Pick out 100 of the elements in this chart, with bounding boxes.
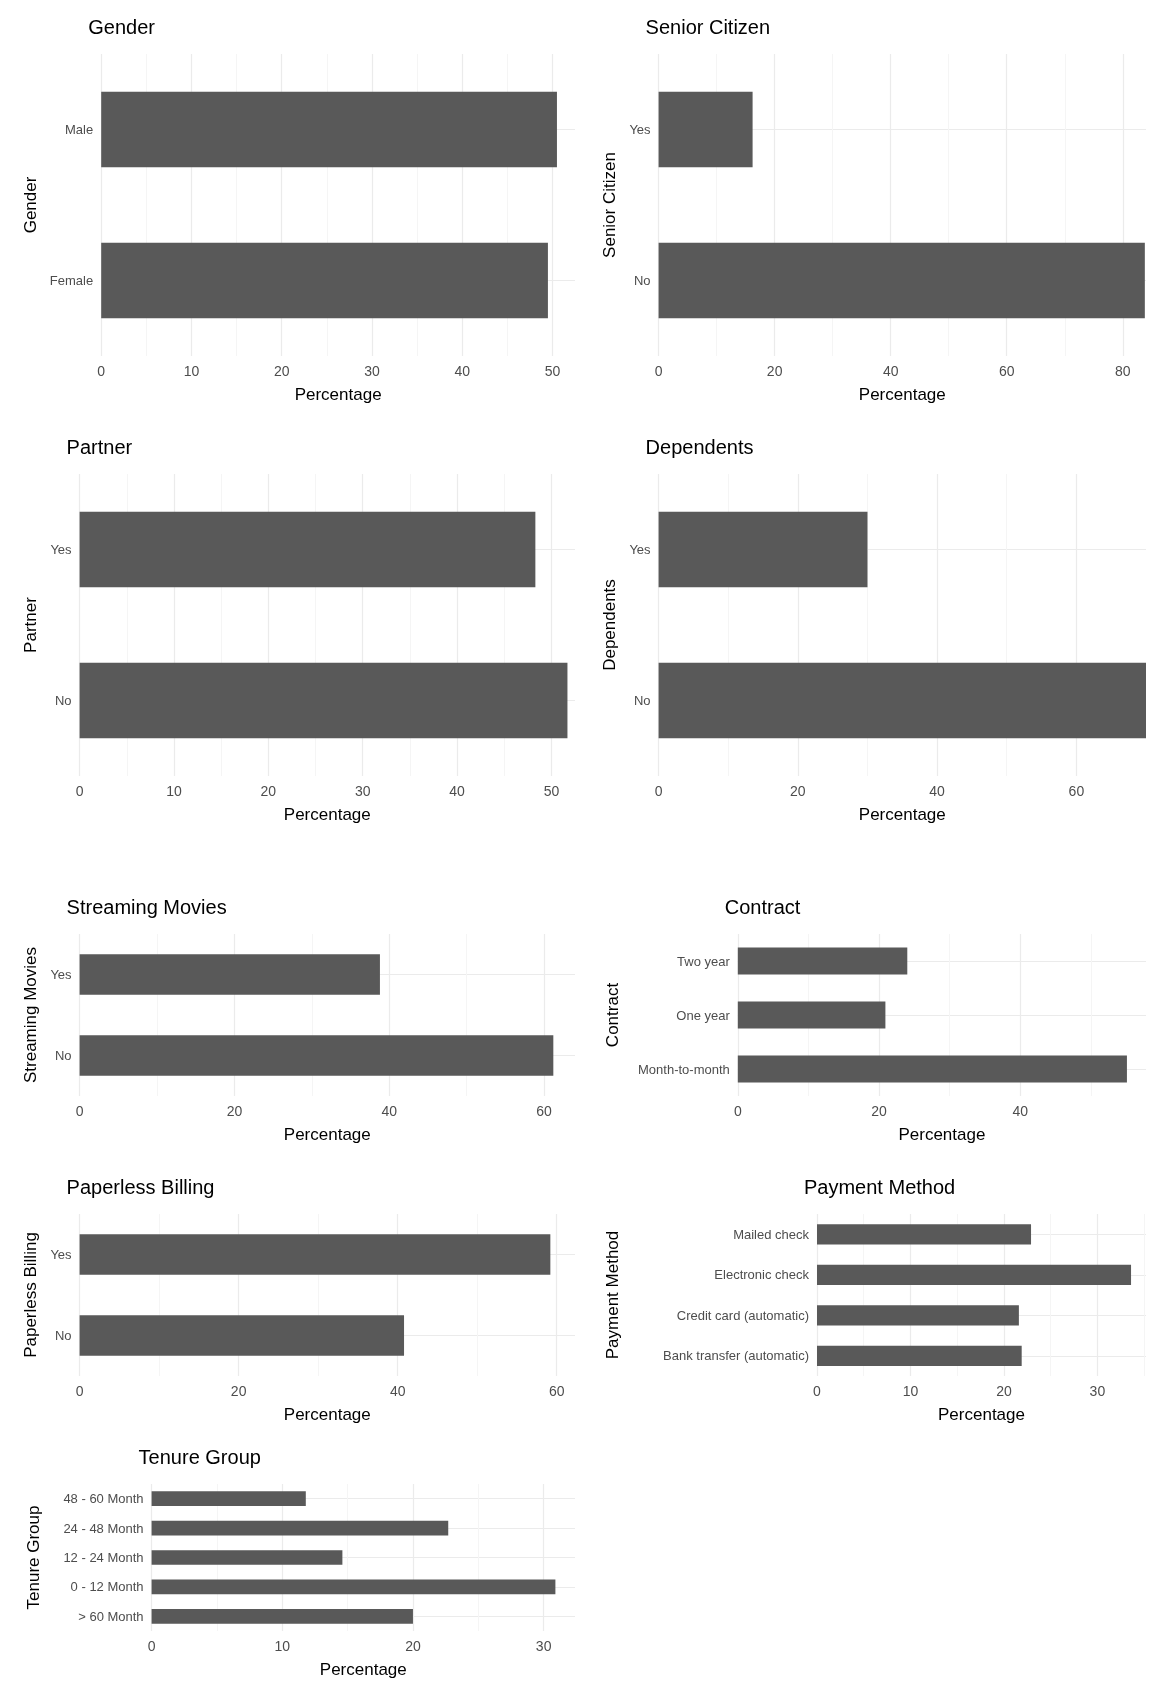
y-tick-label: Credit card (automatic) [676,1307,809,1323]
y-tick-label: Yes [629,122,652,137]
y-tick-label: Two year [677,953,731,969]
y-axis-title: Contract [603,982,622,1048]
y-tick-label: Yes [50,1247,73,1262]
bar [737,1055,1127,1083]
y-tick-label: Electronic check [714,1267,810,1283]
y-tick-label: No [54,1048,72,1063]
x-tick-label: 0 [654,783,663,799]
y-tick-label: Yes [629,542,652,557]
bar [151,1550,343,1565]
x-tick-label: 20 [230,1383,247,1399]
bar [151,1608,413,1624]
x-tick-label: 40 [389,1383,406,1399]
x-tick-label: 60 [548,1383,565,1399]
chart-title: Payment Method [804,1176,956,1198]
x-tick-label: 40 [882,363,899,379]
x-tick-label: 0 [813,1383,822,1399]
x-tick-label: 30 [364,363,380,379]
x-tick-label: 20 [790,783,806,799]
x-tick-label: 0 [733,1103,742,1119]
y-axis-title: Payment Method [603,1230,622,1360]
x-tick-label: 40 [929,783,946,799]
x-axis-title: Percentage [294,385,382,404]
y-axis-title: Tenure Group [24,1505,43,1610]
x-tick-label: 0 [75,783,84,799]
x-axis-title: Percentage [938,1405,1025,1424]
x-tick-label: 50 [543,783,560,799]
y-tick-label: Mailed check [733,1226,810,1242]
y-tick-label: 0 - 12 Month [70,1579,144,1595]
y-tick-label: No [633,273,651,288]
y-tick-label: Yes [50,967,73,982]
x-tick-label: 20 [260,783,277,799]
x-axis-title: Percentage [319,1660,407,1679]
x-tick-label: 20 [226,1103,243,1119]
y-tick-label: 12 - 24 Month [63,1550,144,1565]
x-tick-label: 0 [75,1383,84,1399]
y-tick-label: 48 - 60 Month [63,1491,144,1507]
y-tick-label: No [54,693,72,708]
y-axis-title: Gender [20,176,40,234]
x-tick-label: 0 [75,1103,84,1119]
x-axis-title: Percentage [283,805,371,824]
y-axis-title: Senior Citizen [600,152,620,258]
x-tick-label: 60 [998,363,1015,379]
x-tick-label: 50 [544,363,561,379]
x-axis-title: Percentage [858,805,946,824]
y-axis-title: Partner [21,596,41,653]
chart-title: Streaming Movies [66,896,227,918]
chart-title: Tenure Group [138,1446,261,1468]
x-axis-title: Percentage [858,385,946,404]
y-axis-title: Dependents [600,579,620,671]
x-tick-label: 10 [183,363,200,379]
x-tick-label: 30 [1089,1383,1106,1399]
chart-title: Dependents [645,436,754,458]
y-tick-label: Bank transfer (automatic) [663,1348,809,1364]
x-tick-label: 0 [147,1638,156,1654]
x-tick-label: 40 [449,783,466,799]
x-axis-title: Percentage [898,1125,986,1144]
x-tick-label: 30 [535,1638,552,1654]
y-tick-label: Male [65,122,94,137]
chart-title: Senior Citizen [645,16,771,38]
chart-title: Contract [724,896,801,918]
bar [151,1491,306,1507]
y-axis-title: Streaming Movies [21,946,41,1084]
x-tick-label: 80 [1115,363,1131,379]
chart-title: Partner [66,436,133,458]
x-tick-label: 0 [97,363,106,379]
x-tick-label: 40 [381,1103,398,1119]
bar [737,1001,886,1029]
x-tick-label: 60 [1068,783,1085,799]
bar [151,1579,556,1595]
bar [817,1345,1022,1366]
y-tick-label: No [54,1328,72,1343]
x-tick-label: 40 [1012,1103,1029,1119]
bar [151,1520,449,1536]
x-axis-title: Percentage [283,1125,371,1144]
x-tick-label: 10 [274,1638,291,1654]
chart-title: Gender [88,16,156,38]
x-tick-label: 0 [654,363,663,379]
x-tick-label: 40 [454,363,471,379]
x-tick-label: 60 [536,1103,553,1119]
x-tick-label: 20 [871,1103,888,1119]
y-tick-label: 24 - 48 Month [63,1520,144,1536]
x-tick-label: 30 [354,783,371,799]
bar [737,947,908,975]
y-tick-label: No [633,693,651,708]
y-tick-label: One year [676,1007,731,1023]
x-tick-label: 20 [766,363,783,379]
y-tick-label: Female [49,273,94,288]
x-tick-label: 10 [902,1383,919,1399]
y-tick-label: Yes [50,542,73,557]
y-tick-label: Month-to-month [638,1061,730,1077]
y-axis-title: Paperless Billing [21,1232,41,1358]
x-tick-label: 10 [166,783,182,799]
x-tick-label: 20 [405,1638,421,1654]
bar [817,1305,1019,1326]
x-tick-label: 20 [273,363,290,379]
x-axis-title: Percentage [283,1405,371,1424]
chart-title: Paperless Billing [66,1176,215,1198]
x-tick-label: 20 [996,1383,1012,1399]
